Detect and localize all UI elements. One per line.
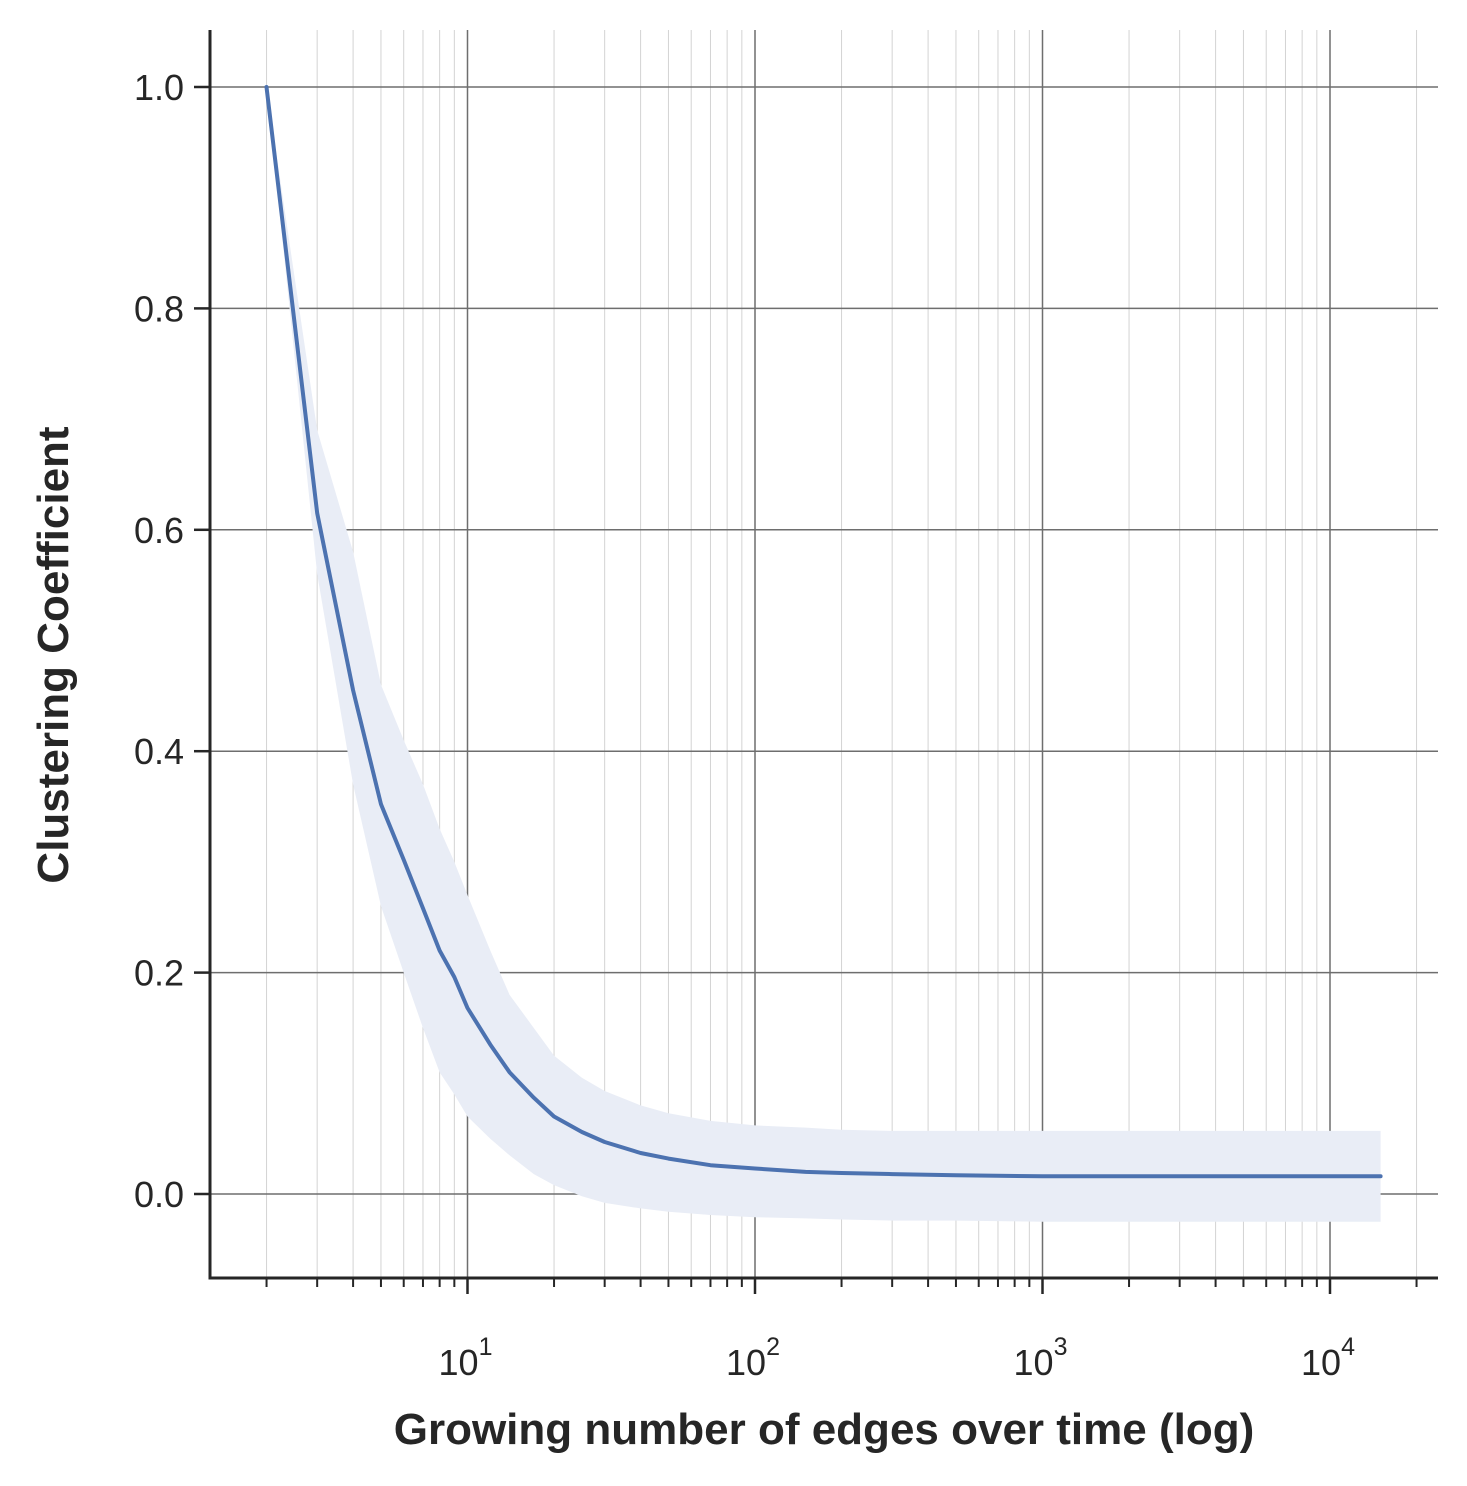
series-lines	[264, 85, 1383, 1179]
axes	[208, 30, 1438, 1280]
x-tick-exponent: 3	[1054, 1333, 1068, 1361]
confidence-band	[266, 87, 1381, 1222]
tick-marks	[194, 85, 1418, 1294]
confidence-band-area	[266, 87, 1381, 1222]
x-tick-exponent: 2	[766, 1333, 780, 1361]
y-tick-label: 0.0	[134, 1174, 184, 1215]
x-tick-label: 104	[1301, 1333, 1355, 1383]
minor-gridlines	[266, 30, 1418, 1278]
y-axis-label: Clustering Coefficient	[29, 426, 78, 883]
y-tick-label: 0.4	[134, 731, 184, 772]
x-tick-label: 101	[439, 1333, 493, 1383]
x-tick-exponent: 4	[1341, 1333, 1355, 1361]
x-tick-label: 102	[726, 1333, 780, 1383]
major-gridlines	[210, 30, 1438, 1278]
y-tick-label: 0.6	[134, 510, 184, 551]
x-tick-exponent: 1	[479, 1333, 493, 1361]
y-tick-label: 0.2	[134, 953, 184, 994]
y-tick-label: 0.8	[134, 288, 184, 329]
y-tick-label: 1.0	[134, 67, 184, 108]
x-axis-label: Growing number of edges over time (log)	[394, 1405, 1255, 1454]
x-tick-label: 103	[1014, 1333, 1068, 1383]
series-line	[264, 85, 1383, 1179]
